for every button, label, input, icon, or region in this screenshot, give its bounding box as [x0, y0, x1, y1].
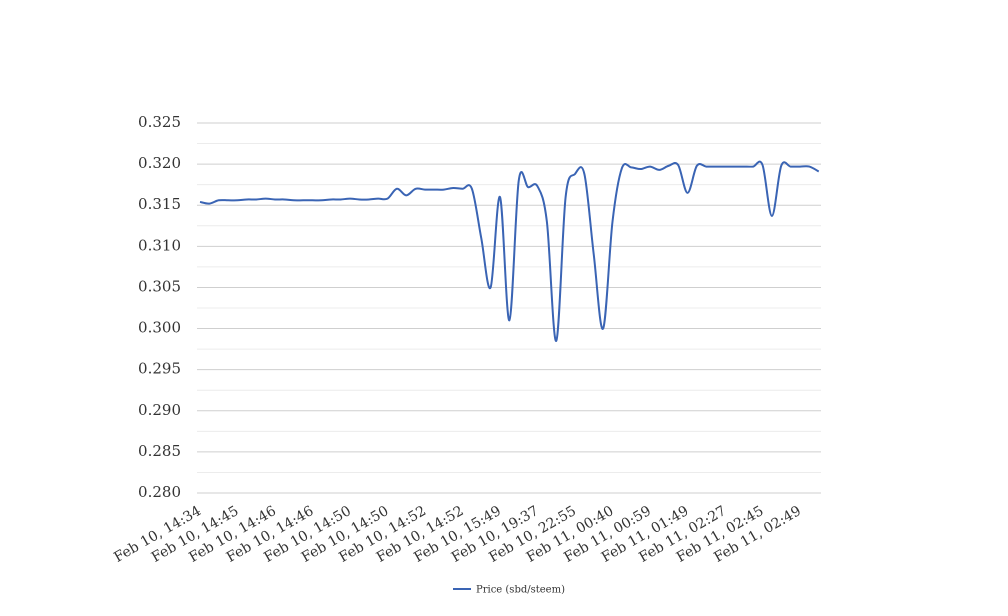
y-tick-label: 0.310 [138, 236, 181, 254]
y-tick-label: 0.290 [138, 401, 181, 419]
y-tick-label: 0.285 [138, 442, 181, 460]
y-tick-label: 0.315 [138, 195, 181, 213]
legend-label: Price (sbd/steem) [476, 585, 565, 596]
y-tick-label: 0.300 [138, 319, 181, 337]
price-line [199, 160, 820, 342]
y-tick-label: 0.320 [138, 154, 181, 172]
y-tick-label: 0.295 [138, 360, 181, 378]
y-tick-label: 0.305 [138, 277, 181, 295]
y-tick-label: 0.325 [138, 113, 181, 131]
y-tick-label: 0.280 [138, 483, 181, 501]
